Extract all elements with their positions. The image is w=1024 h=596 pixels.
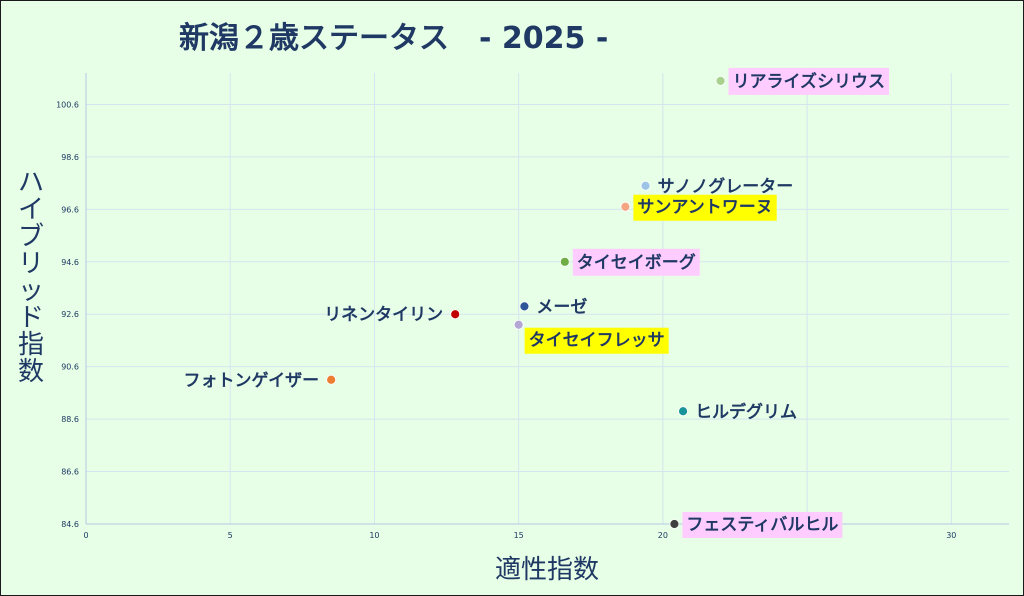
data-point	[450, 309, 461, 320]
y-tick-label: 92.6	[61, 310, 79, 319]
y-tick-label: 86.6	[61, 468, 79, 477]
grid-lines	[86, 73, 1009, 524]
y-tick-label: 98.6	[61, 153, 79, 162]
label-highlight	[524, 327, 669, 354]
x-tick-label: 15	[514, 531, 524, 540]
point-label: サノノグレーター	[658, 176, 794, 197]
data-point	[326, 374, 337, 385]
y-axis-title: ハイブリッド指数	[18, 168, 44, 387]
x-tick-label: 10	[369, 531, 379, 540]
y-tick-label: 84.6	[61, 520, 79, 529]
label-highlight	[728, 67, 890, 95]
data-point	[669, 519, 680, 529]
data-point	[678, 406, 688, 417]
y-tick-label: 94.6	[61, 258, 79, 267]
x-tick-label: 20	[658, 531, 668, 540]
data-points	[326, 75, 726, 529]
x-axis-title: 適性指数	[495, 555, 599, 585]
data-point	[513, 319, 524, 330]
y-tick-label: 96.6	[61, 205, 79, 214]
label-highlight	[682, 512, 843, 538]
data-point	[559, 256, 570, 267]
chart-title: 新潟２歳ステータス - 2025 -	[179, 21, 608, 56]
data-point	[640, 180, 651, 191]
data-point	[715, 75, 726, 86]
data-point	[519, 301, 530, 312]
y-tick-label: 100.6	[56, 100, 79, 109]
label-highlight	[572, 248, 700, 276]
point-label: サンアントワーヌ	[637, 198, 772, 218]
point-label: ヒルデグリム	[695, 401, 797, 422]
point-label: リアライズシリウス	[733, 71, 886, 92]
point-label: メーゼ	[536, 296, 587, 317]
point-label: リネンタイリン	[324, 305, 443, 325]
x-tick-label: 0	[83, 531, 88, 540]
x-tick-label: 5	[228, 531, 233, 540]
tick-labels: 05101520253084.686.688.690.692.694.696.6…	[56, 100, 956, 540]
y-tick-label: 90.6	[61, 363, 79, 372]
y-tick-label: 88.6	[61, 415, 79, 424]
data-point	[620, 201, 631, 212]
point-label: タイセイフレッサ	[529, 331, 665, 351]
axes	[85, 73, 1009, 525]
point-label: フェスティバルヒル	[686, 515, 838, 535]
point-label: タイセイボーグ	[577, 252, 696, 273]
point-label: フォトンゲイザー	[184, 370, 320, 391]
label-highlight	[633, 194, 777, 221]
x-tick-label: 30	[946, 531, 956, 540]
